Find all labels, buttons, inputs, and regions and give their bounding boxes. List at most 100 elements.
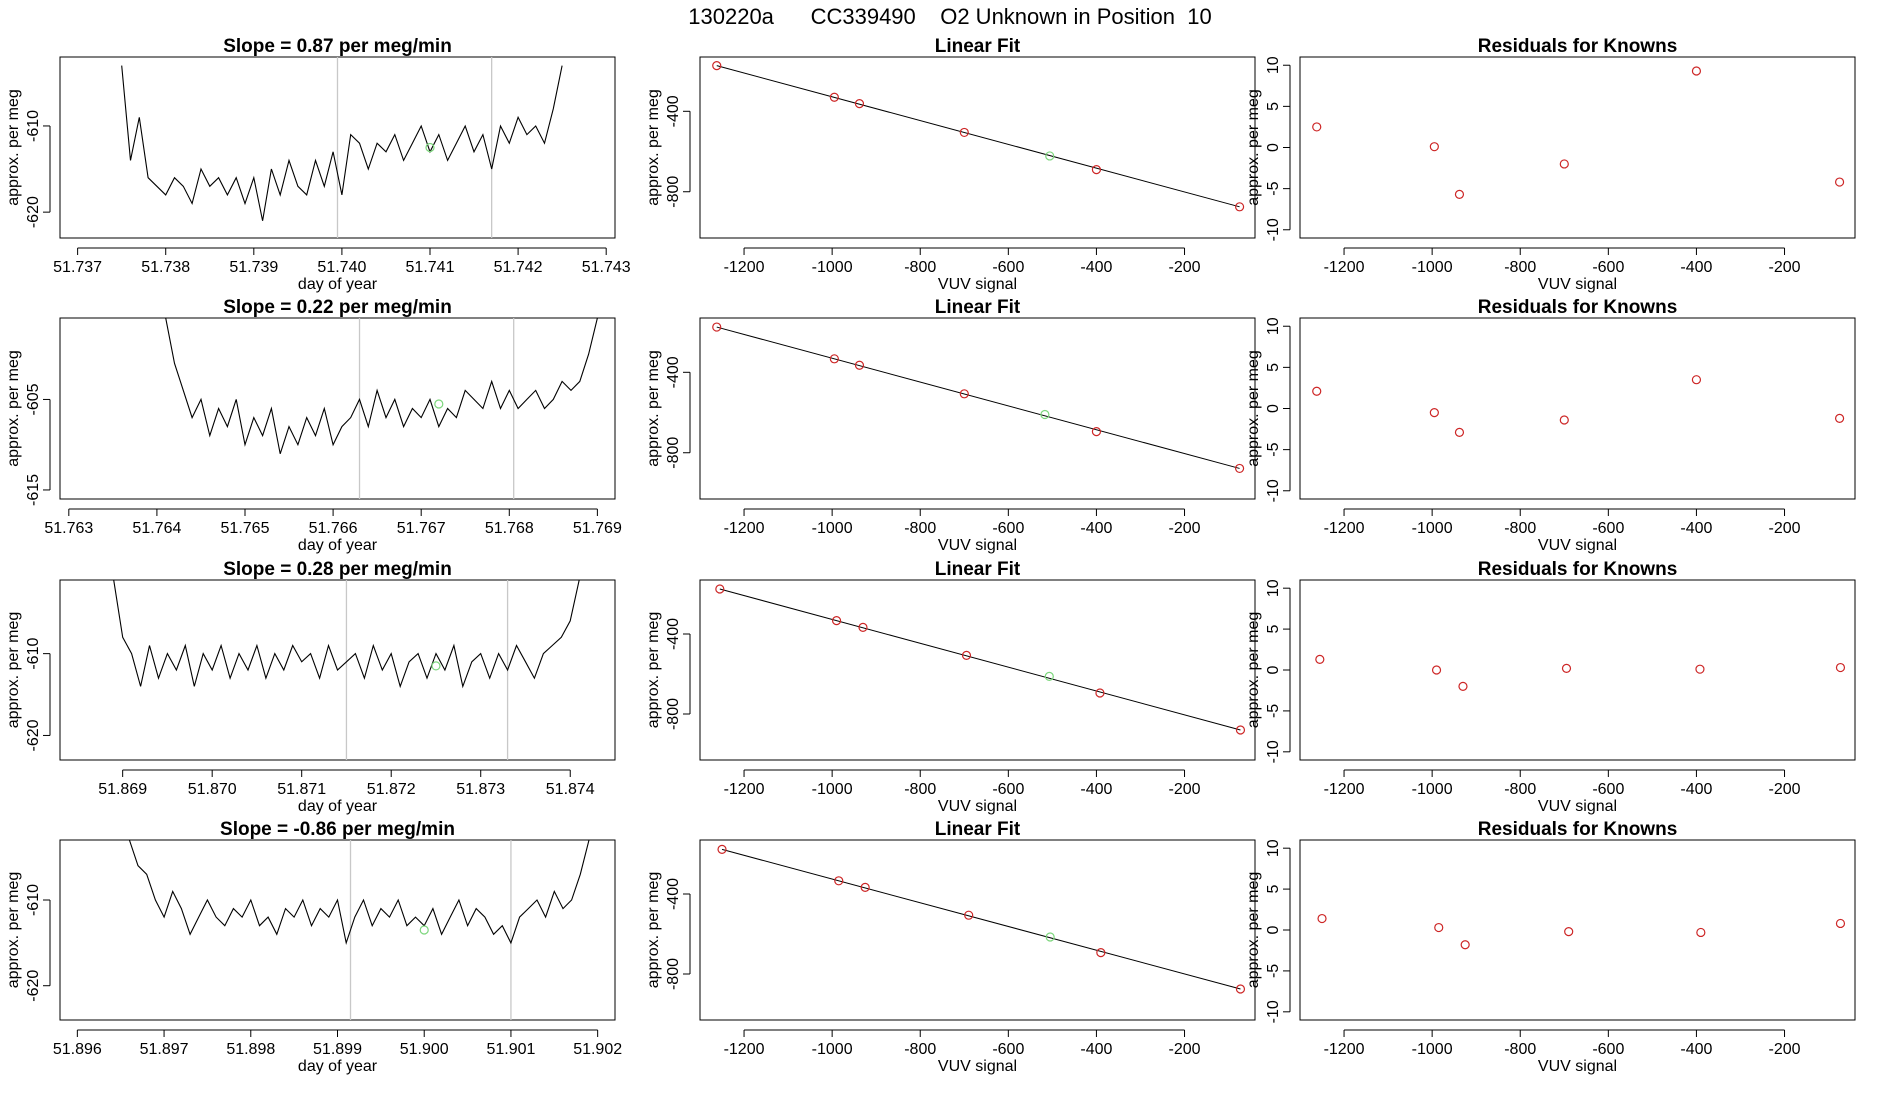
y-tick-label: -620 [25,196,42,228]
x-tick-label: -600 [1592,259,1624,276]
residual-point [1460,940,1470,950]
x-tick-label: -200 [1169,1041,1201,1058]
chart-panel: Linear Fit -1200 -1000 -800 -600 -400 -200 VUV … [645,297,1256,554]
known-point [831,615,842,626]
plot-frame [699,579,1256,761]
y-tick-label: -5 [1265,964,1282,978]
y-tick-label: 0 [1265,143,1282,152]
residual-point [1458,681,1468,691]
y-tick-label: -800 [665,958,682,990]
chart-title: Linear Fit [935,297,1021,318]
x-tick-label: -1200 [724,259,765,276]
x-tick-label: -800 [1504,520,1536,537]
residual-point [1835,918,1846,929]
chart-panel: Slope = 0.28 per meg/min 51.869 51.870 51.8… [5,559,616,815]
chart-panel: Slope = -0.86 per meg/min 51.896 51.897 51.… [5,819,622,1075]
chart-title: Residuals for Knowns [1478,559,1678,580]
y-axis-label: approx. per meg [645,872,662,989]
chart-panel: Residuals for Knowns -1200 -1000 -800 -600 -4… [1245,819,1856,1075]
x-tick-label: 51.871 [277,781,326,798]
figure-title: 130220a CC339490 O2 Unknown in Position … [688,4,1211,29]
x-tick-label: -200 [1169,781,1201,798]
unknown-point [1045,151,1055,161]
x-tick-label: -800 [1504,259,1536,276]
known-point [860,882,870,893]
y-tick-label: 10 [1265,579,1282,597]
x-tick-label: -400 [1680,1041,1712,1058]
y-tick-label: -10 [1265,479,1282,502]
x-axis-label: VUV signal [938,798,1017,815]
x-tick-label: 51.874 [546,781,595,798]
x-tick-label: -1200 [724,520,765,537]
residual-point [1315,654,1325,664]
x-axis-label: VUV signal [1538,537,1617,554]
y-tick-label: 0 [1265,925,1282,934]
known-point [1095,688,1105,698]
residual-point [1835,662,1846,673]
chart-title: Slope = 0.87 per meg/min [223,36,452,57]
chart-title: Residuals for Knowns [1478,36,1678,57]
unknown-point [431,661,441,671]
y-tick-label: -10 [1265,218,1282,241]
x-tick-label: -200 [1169,259,1201,276]
unknown-point [1045,932,1055,942]
x-tick-label: 51.764 [132,520,181,537]
y-tick-label: 5 [1265,885,1282,894]
x-tick-label: 51.869 [98,781,147,798]
x-tick-label: 51.870 [188,781,237,798]
chart-panel: Residuals for Knowns -1200 -1000 -800 -600 -4… [1245,559,1856,815]
y-tick-label: 5 [1265,625,1282,634]
known-point [717,844,727,855]
x-axis-label: day of year [298,276,378,293]
x-tick-label: -200 [1769,1041,1801,1058]
x-tick-label: 51.899 [313,1041,362,1058]
y-axis-label: approx. per meg [645,612,662,729]
residual-point [1696,927,1706,938]
y-axis-label: approx. per meg [645,89,662,206]
plot-frame [1299,317,1856,500]
chart-panel: Linear Fit -1200 -1000 -800 -600 -400 -200 VUV … [645,36,1256,293]
x-tick-label: -800 [1504,781,1536,798]
x-tick-label: 51.742 [494,259,543,276]
chart-panel: Residuals for Knowns -1200 -1000 -800 -600 -4… [1245,297,1856,554]
residual-point [1834,177,1845,187]
known-point [1091,165,1102,175]
y-tick-label: -5 [1265,181,1282,195]
y-axis-label: approx. per meg [1245,612,1262,729]
x-tick-label: -1200 [1324,259,1365,276]
x-tick-label: -200 [1769,259,1801,276]
x-tick-label: 51.765 [221,520,270,537]
known-point [712,61,722,71]
residual-point [1559,159,1569,169]
y-axis-label: approx. per meg [1245,350,1262,467]
chart-panel: Linear Fit -1200 -1000 -800 -600 -400 -200 VUV … [645,819,1256,1075]
known-point [834,876,844,886]
x-tick-label: -400 [1080,781,1112,798]
x-tick-label: -1200 [724,781,765,798]
known-point [854,99,865,109]
y-tick-label: 10 [1265,317,1282,335]
y-tick-label: -400 [665,95,682,127]
y-tick-label: -610 [25,638,42,670]
x-tick-label: -1200 [724,1041,765,1058]
x-tick-label: -800 [904,1041,936,1058]
x-tick-label: 51.769 [573,520,622,537]
x-tick-label: -1200 [1324,520,1365,537]
x-tick-label: -1200 [1324,781,1365,798]
known-point [961,650,972,661]
known-point [1096,947,1106,958]
x-tick-label: 51.741 [406,259,455,276]
x-tick-label: -400 [1080,520,1112,537]
residual-point [1429,408,1439,418]
x-tick-label: -1000 [1412,520,1453,537]
residual-point [1561,663,1572,673]
unknown-point [419,925,429,935]
residual-point [1454,427,1465,437]
known-point [829,92,839,102]
x-tick-label: 51.740 [317,259,366,276]
x-tick-label: -800 [1504,1041,1536,1058]
y-tick-label: -610 [25,110,42,142]
residual-point [1434,922,1444,933]
known-point [1234,202,1245,212]
x-tick-label: 51.739 [229,259,278,276]
